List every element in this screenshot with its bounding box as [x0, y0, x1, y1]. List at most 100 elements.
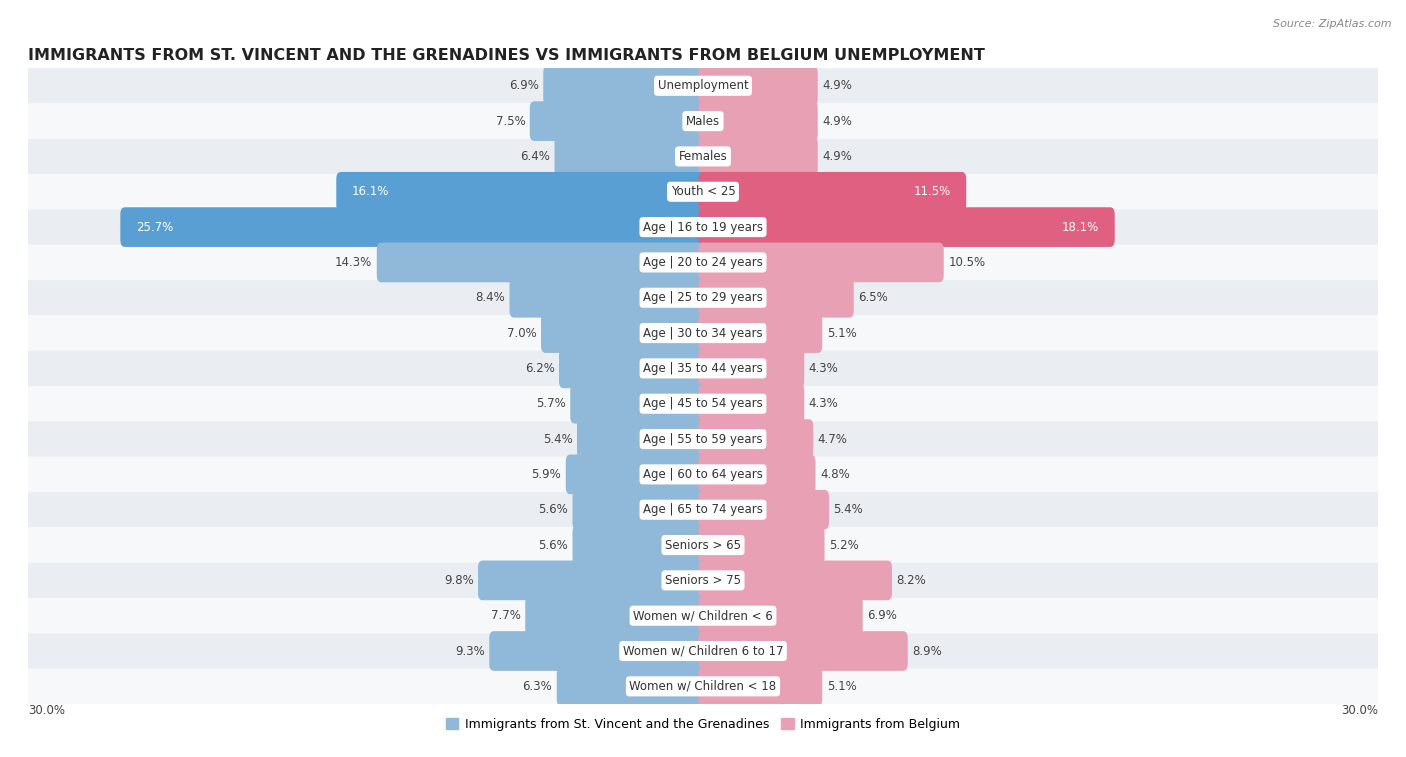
Text: 5.9%: 5.9% [531, 468, 561, 481]
FancyBboxPatch shape [0, 139, 1406, 174]
FancyBboxPatch shape [572, 525, 707, 565]
FancyBboxPatch shape [489, 631, 707, 671]
FancyBboxPatch shape [699, 419, 813, 459]
FancyBboxPatch shape [699, 313, 823, 353]
FancyBboxPatch shape [699, 596, 863, 636]
Text: 18.1%: 18.1% [1062, 220, 1099, 234]
FancyBboxPatch shape [557, 666, 707, 706]
Text: Unemployment: Unemployment [658, 79, 748, 92]
FancyBboxPatch shape [699, 384, 804, 424]
FancyBboxPatch shape [0, 174, 1406, 210]
Text: Women w/ Children 6 to 17: Women w/ Children 6 to 17 [623, 644, 783, 658]
Text: 4.8%: 4.8% [820, 468, 849, 481]
Text: 4.9%: 4.9% [823, 150, 852, 163]
Text: 9.3%: 9.3% [456, 644, 485, 658]
Text: 4.9%: 4.9% [823, 114, 852, 128]
Text: 6.3%: 6.3% [523, 680, 553, 693]
Text: 5.1%: 5.1% [827, 680, 856, 693]
FancyBboxPatch shape [509, 278, 707, 318]
FancyBboxPatch shape [571, 384, 707, 424]
FancyBboxPatch shape [0, 598, 1406, 634]
FancyBboxPatch shape [0, 456, 1406, 492]
FancyBboxPatch shape [0, 422, 1406, 456]
FancyBboxPatch shape [699, 490, 830, 530]
Text: 4.3%: 4.3% [808, 397, 838, 410]
FancyBboxPatch shape [699, 172, 966, 212]
Text: 6.9%: 6.9% [868, 609, 897, 622]
Text: 5.2%: 5.2% [830, 538, 859, 552]
FancyBboxPatch shape [699, 631, 908, 671]
FancyBboxPatch shape [699, 242, 943, 282]
Text: 6.5%: 6.5% [858, 291, 889, 304]
Text: 8.2%: 8.2% [897, 574, 927, 587]
FancyBboxPatch shape [0, 386, 1406, 422]
Text: Seniors > 75: Seniors > 75 [665, 574, 741, 587]
Text: Age | 16 to 19 years: Age | 16 to 19 years [643, 220, 763, 234]
FancyBboxPatch shape [560, 348, 707, 388]
FancyBboxPatch shape [0, 668, 1406, 704]
FancyBboxPatch shape [530, 101, 707, 141]
FancyBboxPatch shape [699, 66, 818, 106]
Text: Women w/ Children < 6: Women w/ Children < 6 [633, 609, 773, 622]
Text: Age | 65 to 74 years: Age | 65 to 74 years [643, 503, 763, 516]
FancyBboxPatch shape [699, 278, 853, 318]
FancyBboxPatch shape [572, 490, 707, 530]
FancyBboxPatch shape [0, 350, 1406, 386]
Text: Age | 25 to 29 years: Age | 25 to 29 years [643, 291, 763, 304]
Text: 6.9%: 6.9% [509, 79, 538, 92]
Text: Males: Males [686, 114, 720, 128]
Text: 4.9%: 4.9% [823, 79, 852, 92]
Text: Females: Females [679, 150, 727, 163]
Text: Youth < 25: Youth < 25 [671, 185, 735, 198]
FancyBboxPatch shape [0, 528, 1406, 562]
FancyBboxPatch shape [336, 172, 707, 212]
Text: 30.0%: 30.0% [28, 704, 65, 717]
FancyBboxPatch shape [0, 210, 1406, 245]
FancyBboxPatch shape [699, 136, 818, 176]
Text: 5.4%: 5.4% [834, 503, 863, 516]
FancyBboxPatch shape [526, 596, 707, 636]
Text: Women w/ Children < 18: Women w/ Children < 18 [630, 680, 776, 693]
Text: 8.9%: 8.9% [912, 644, 942, 658]
Text: 16.1%: 16.1% [352, 185, 389, 198]
Text: Age | 30 to 34 years: Age | 30 to 34 years [643, 326, 763, 340]
Text: 7.5%: 7.5% [495, 114, 526, 128]
Text: 5.1%: 5.1% [827, 326, 856, 340]
Text: 6.4%: 6.4% [520, 150, 550, 163]
FancyBboxPatch shape [699, 348, 804, 388]
Text: 5.6%: 5.6% [538, 503, 568, 516]
Text: Age | 20 to 24 years: Age | 20 to 24 years [643, 256, 763, 269]
FancyBboxPatch shape [0, 245, 1406, 280]
FancyBboxPatch shape [565, 454, 707, 494]
Text: 25.7%: 25.7% [136, 220, 173, 234]
FancyBboxPatch shape [0, 316, 1406, 350]
FancyBboxPatch shape [699, 666, 823, 706]
FancyBboxPatch shape [541, 313, 707, 353]
Text: 11.5%: 11.5% [914, 185, 950, 198]
FancyBboxPatch shape [699, 525, 824, 565]
Text: 4.7%: 4.7% [818, 432, 848, 446]
FancyBboxPatch shape [0, 634, 1406, 668]
Text: Age | 60 to 64 years: Age | 60 to 64 years [643, 468, 763, 481]
Text: 7.7%: 7.7% [491, 609, 520, 622]
FancyBboxPatch shape [0, 492, 1406, 528]
Text: Source: ZipAtlas.com: Source: ZipAtlas.com [1274, 19, 1392, 29]
Text: 30.0%: 30.0% [1341, 704, 1378, 717]
Text: 5.7%: 5.7% [536, 397, 565, 410]
Text: 7.0%: 7.0% [506, 326, 537, 340]
Text: 8.4%: 8.4% [475, 291, 505, 304]
Legend: Immigrants from St. Vincent and the Grenadines, Immigrants from Belgium: Immigrants from St. Vincent and the Gren… [441, 713, 965, 736]
Text: 10.5%: 10.5% [948, 256, 986, 269]
Text: 5.4%: 5.4% [543, 432, 572, 446]
FancyBboxPatch shape [0, 280, 1406, 316]
Text: Seniors > 65: Seniors > 65 [665, 538, 741, 552]
FancyBboxPatch shape [377, 242, 707, 282]
FancyBboxPatch shape [699, 560, 891, 600]
FancyBboxPatch shape [699, 101, 818, 141]
Text: Age | 35 to 44 years: Age | 35 to 44 years [643, 362, 763, 375]
Text: 14.3%: 14.3% [335, 256, 373, 269]
FancyBboxPatch shape [576, 419, 707, 459]
FancyBboxPatch shape [0, 104, 1406, 139]
Text: IMMIGRANTS FROM ST. VINCENT AND THE GRENADINES VS IMMIGRANTS FROM BELGIUM UNEMPL: IMMIGRANTS FROM ST. VINCENT AND THE GREN… [28, 48, 986, 63]
Text: 6.2%: 6.2% [524, 362, 554, 375]
